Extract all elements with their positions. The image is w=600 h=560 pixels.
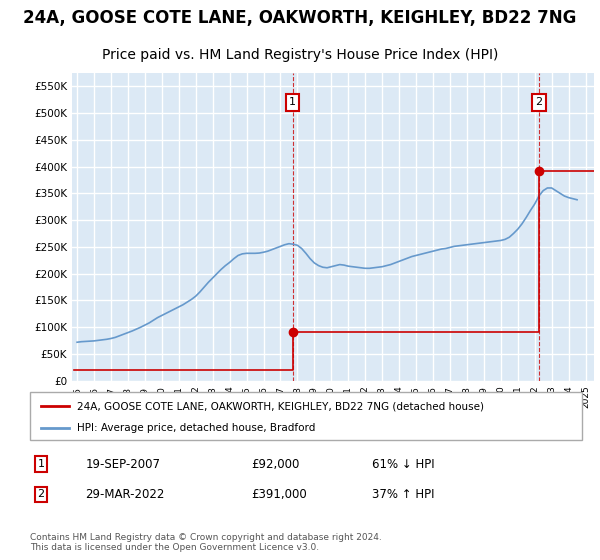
Text: Contains HM Land Registry data © Crown copyright and database right 2024.
This d: Contains HM Land Registry data © Crown c… bbox=[30, 533, 382, 552]
Text: 37% ↑ HPI: 37% ↑ HPI bbox=[372, 488, 435, 501]
Text: HPI: Average price, detached house, Bradford: HPI: Average price, detached house, Brad… bbox=[77, 423, 315, 433]
Text: 24A, GOOSE COTE LANE, OAKWORTH, KEIGHLEY, BD22 7NG (detached house): 24A, GOOSE COTE LANE, OAKWORTH, KEIGHLEY… bbox=[77, 402, 484, 411]
FancyBboxPatch shape bbox=[30, 392, 582, 440]
Text: Price paid vs. HM Land Registry's House Price Index (HPI): Price paid vs. HM Land Registry's House … bbox=[102, 48, 498, 62]
Text: £391,000: £391,000 bbox=[251, 488, 307, 501]
Text: 61% ↓ HPI: 61% ↓ HPI bbox=[372, 458, 435, 470]
Text: 1: 1 bbox=[289, 97, 296, 108]
Text: 2: 2 bbox=[37, 489, 44, 500]
Text: £92,000: £92,000 bbox=[251, 458, 299, 470]
Text: 1: 1 bbox=[38, 459, 44, 469]
Text: 19-SEP-2007: 19-SEP-2007 bbox=[85, 458, 160, 470]
Text: 2: 2 bbox=[535, 97, 542, 108]
Text: 29-MAR-2022: 29-MAR-2022 bbox=[85, 488, 164, 501]
Text: 24A, GOOSE COTE LANE, OAKWORTH, KEIGHLEY, BD22 7NG: 24A, GOOSE COTE LANE, OAKWORTH, KEIGHLEY… bbox=[23, 9, 577, 27]
